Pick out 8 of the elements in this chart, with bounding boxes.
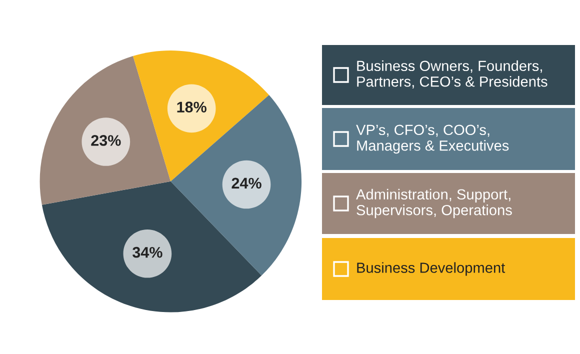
data-label: 34% [132,246,162,258]
legend-label: Business Owners, Founders, Partners, CEO’s & Presidents [357,60,548,88]
legend-label: Business Development [357,262,506,276]
data-label: 18% [177,102,206,112]
legend-label: Administration, Support, Supervisors, Operations [356,188,512,218]
data-label: 24% [232,178,262,189]
data-label: 23% [91,135,121,146]
legend-label: VP’s, CFO’s, COO’s, Managers & Executives [356,124,509,154]
